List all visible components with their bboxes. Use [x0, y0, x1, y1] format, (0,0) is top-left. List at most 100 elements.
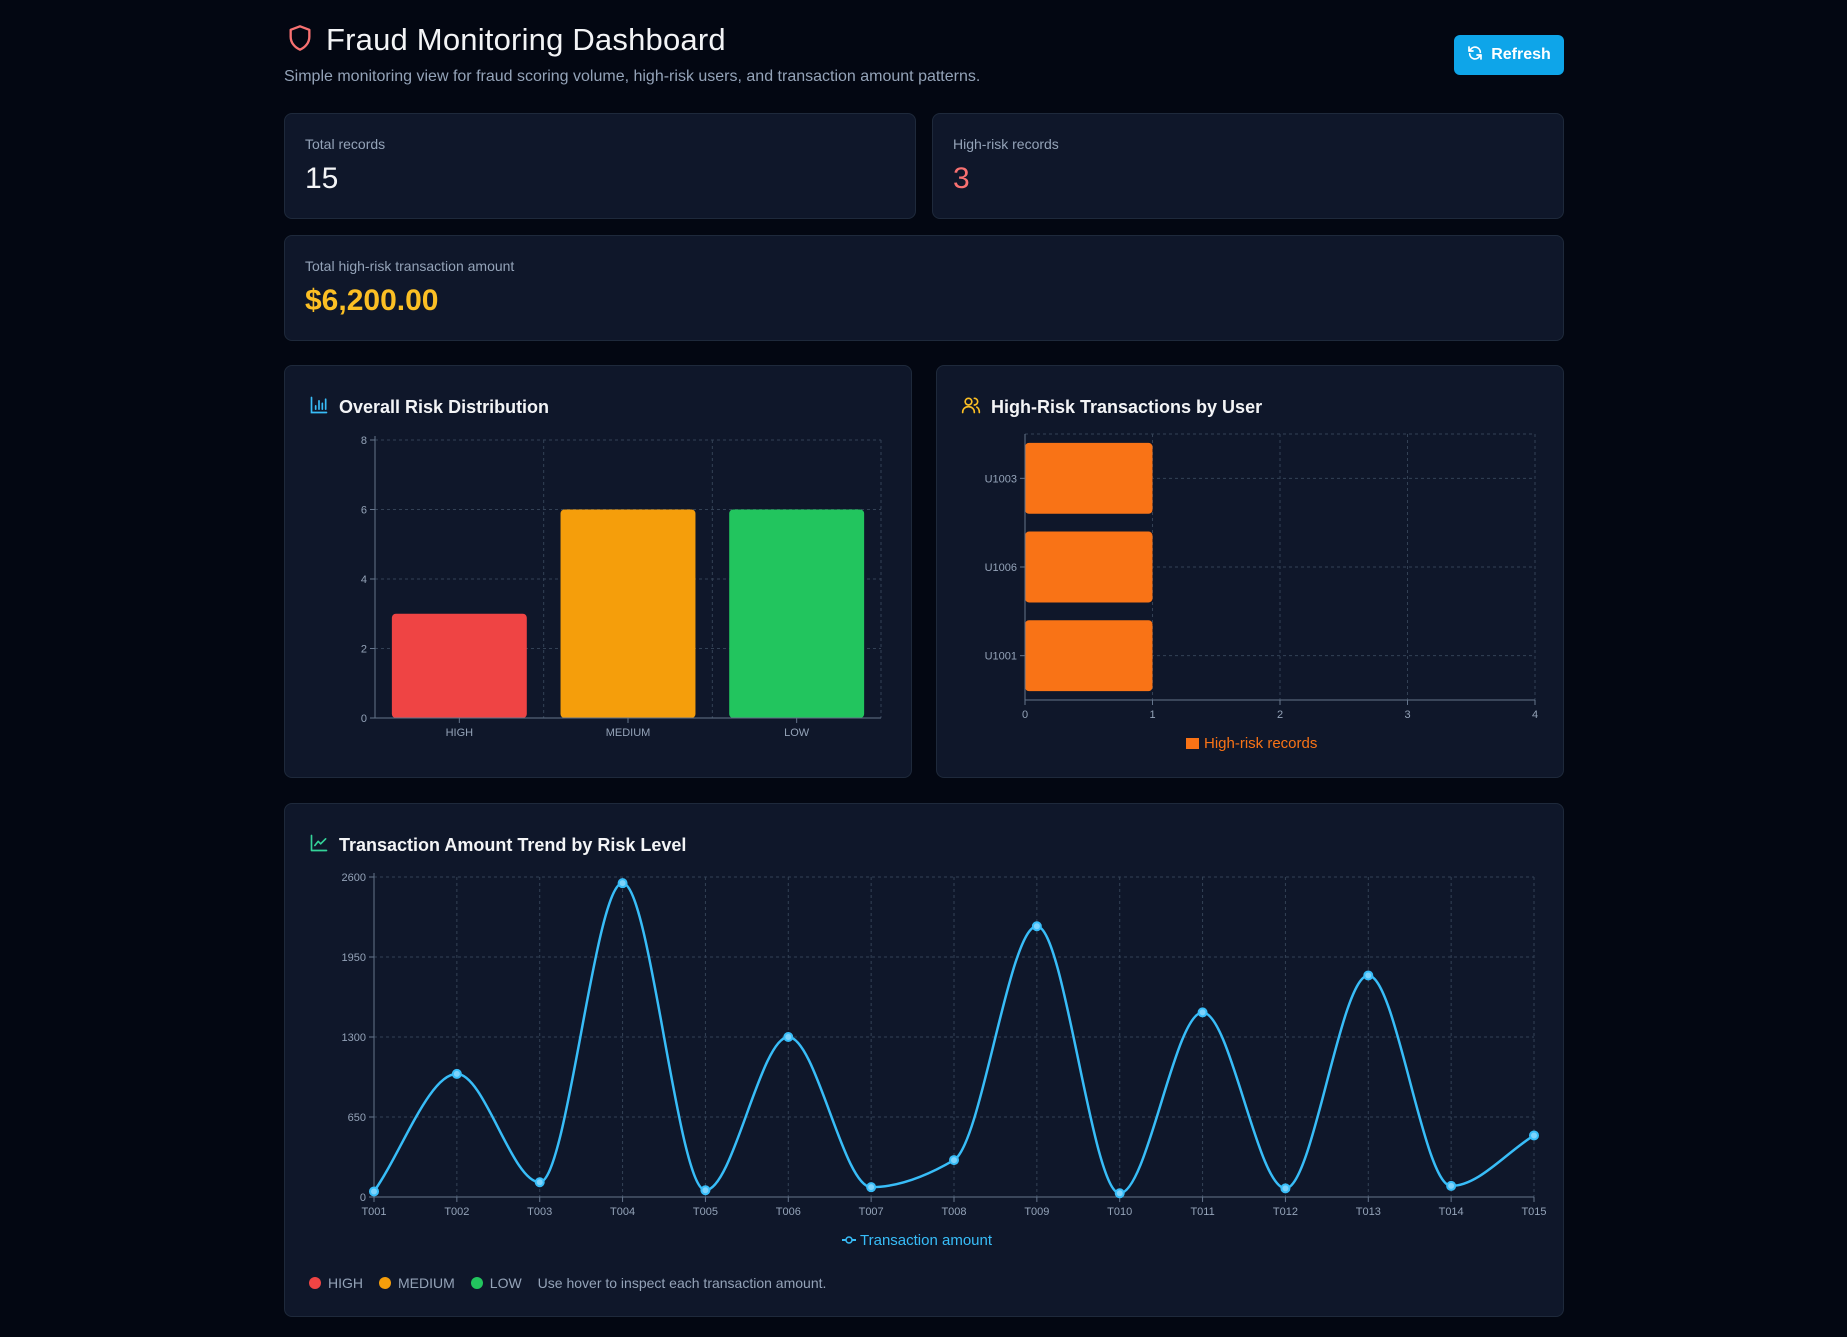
high-risk-users-panel: High-Risk Transactions by User 0 1 2 3 4 U100…: [936, 365, 1564, 778]
trend-line: [372, 881, 1535, 1195]
legend-low-label: LOW: [489, 1275, 522, 1291]
legend-high: HIGH: [309, 1275, 363, 1291]
title-row: Fraud Monitoring Dashboard: [286, 22, 726, 58]
high-risk-amount-label: Total high-risk transaction amount: [305, 258, 515, 274]
x-tick-label: 0: [1022, 709, 1028, 721]
y-tick-label: 1950: [342, 952, 366, 964]
legend-label: Transaction amount: [860, 1232, 993, 1249]
risk-distribution-panel: Overall Risk Distribution 0 2 4 6 8 HIGH MEDIU…: [284, 365, 912, 778]
bar-u1003: [1025, 442, 1153, 514]
total-records-label: Total records: [305, 136, 386, 152]
risk-level-legend: HIGH MEDIUM LOW Use hover to inspect eac…: [309, 1275, 826, 1291]
bar-u1001: [1025, 620, 1153, 692]
high-risk-amount-value: $6,200.00: [305, 284, 439, 317]
trend-hint: Use hover to inspect each transaction am…: [537, 1275, 827, 1291]
y-tick-label: 0: [361, 713, 367, 725]
x-tick-label: MEDIUM: [606, 727, 651, 739]
point-t015: [1529, 1130, 1539, 1141]
dashboard: Fraud Monitoring Dashboard Simple monito…: [284, 0, 1564, 1317]
point-t007: [866, 1182, 877, 1193]
x-tick-label: 1: [1149, 709, 1155, 721]
transaction-trend-panel: Transaction Amount Trend by Risk Level 0…: [284, 803, 1564, 1317]
x-tick-label: T002: [444, 1206, 469, 1218]
y-tick-label: U1006: [985, 562, 1017, 574]
point-t012: [1280, 1183, 1291, 1194]
x-tick-label: T004: [610, 1206, 635, 1218]
y-tick-label: 1300: [342, 1032, 366, 1044]
legend-high-label: HIGH: [328, 1275, 363, 1291]
high-risk-users-title: High-Risk Transactions by User: [961, 395, 1262, 420]
y-tick-label: 650: [348, 1112, 366, 1124]
legend-high-dot: [309, 1277, 321, 1289]
y-tick-label: 6: [361, 505, 367, 517]
point-t013: [1363, 970, 1374, 981]
legend-marker: [845, 1236, 853, 1244]
refresh-icon: [1467, 45, 1483, 66]
refresh-button[interactable]: Refresh: [1454, 35, 1564, 75]
point-t004: [617, 878, 628, 889]
legend-low: LOW: [470, 1275, 522, 1291]
transaction-trend-title-text: Transaction Amount Trend by Risk Level: [339, 835, 687, 855]
x-tick-label: T011: [1190, 1206, 1214, 1218]
x-tick-label: 2: [1277, 709, 1283, 721]
point-t001: [369, 1186, 379, 1197]
x-tick-label: T010: [1107, 1206, 1132, 1218]
x-tick-label: 4: [1532, 709, 1538, 721]
legend-medium: MEDIUM: [379, 1275, 455, 1291]
high-risk-users-title-text: High-Risk Transactions by User: [991, 397, 1263, 417]
x-tick-label: T008: [941, 1206, 966, 1218]
bar-chart-icon: [309, 395, 329, 420]
x-tick-label: 3: [1404, 709, 1410, 721]
y-tick-label: U1003: [985, 473, 1017, 485]
risk-distribution-title: Overall Risk Distribution: [309, 395, 549, 420]
y-tick-label: 8: [361, 435, 367, 447]
x-tick-label: T006: [776, 1206, 801, 1218]
x-tick-label: T005: [693, 1206, 718, 1218]
high-risk-amount-card: Total high-risk transaction amount $6,20…: [284, 235, 1564, 341]
point-t010: [1114, 1188, 1125, 1199]
y-tick-label: 4: [361, 574, 367, 586]
transaction-trend-title: Transaction Amount Trend by Risk Level: [309, 833, 686, 858]
x-tick-label: T015: [1521, 1206, 1546, 1218]
high-risk-records-card: High-risk records 3: [932, 113, 1564, 219]
y-tick-label: 2600: [342, 872, 366, 884]
x-tick-label: T003: [527, 1206, 552, 1218]
bar-u1006: [1025, 531, 1153, 603]
x-tick-label: HIGH: [446, 727, 474, 739]
page-title: Fraud Monitoring Dashboard: [326, 22, 726, 57]
point-t005: [700, 1185, 711, 1196]
y-tick-label: U1001: [985, 651, 1017, 663]
high-risk-users-chart: 0 1 2 3 4 U1003 U1006 U1001 High-risk records: [985, 433, 1538, 752]
legend-label: High-risk records: [1204, 735, 1317, 752]
legend-medium-label: MEDIUM: [398, 1275, 455, 1291]
header: Fraud Monitoring Dashboard Simple monito…: [284, 0, 1564, 110]
shield-icon: [286, 23, 314, 58]
risk-distribution-chart: 0 2 4 6 8 HIGH MEDIUM LOW: [361, 435, 882, 739]
x-tick-label: T012: [1273, 1206, 1298, 1218]
x-tick-label: T013: [1356, 1206, 1381, 1218]
legend-medium-dot: [379, 1277, 391, 1289]
point-t014: [1446, 1180, 1457, 1191]
bar-medium: [560, 509, 696, 718]
bar-high: [391, 613, 527, 718]
bar-low: [729, 509, 865, 718]
refresh-label: Refresh: [1491, 46, 1551, 63]
x-tick-label: T007: [859, 1206, 884, 1218]
total-records-card: Total records 15: [284, 113, 916, 219]
transaction-trend-chart: 0 650 1300 1950 2600 T001 T002 T003 T004 T005 T006…: [342, 872, 1547, 1249]
legend-swatch: [1186, 738, 1199, 749]
point-t008: [949, 1155, 959, 1166]
point-t006: [783, 1032, 794, 1042]
y-tick-label: 2: [361, 644, 367, 656]
point-t011: [1197, 1007, 1208, 1018]
line-chart-icon: [309, 833, 329, 858]
high-risk-records-label: High-risk records: [953, 136, 1059, 152]
x-tick-label: T009: [1024, 1206, 1049, 1218]
point-t009: [1031, 921, 1042, 932]
risk-distribution-title-text: Overall Risk Distribution: [339, 397, 550, 417]
point-t002: [451, 1068, 462, 1079]
total-records-value: 15: [305, 162, 339, 195]
high-risk-records-value: 3: [953, 162, 970, 195]
point-t003: [534, 1177, 545, 1188]
page-subtitle: Simple monitoring view for fraud scoring…: [284, 68, 981, 85]
